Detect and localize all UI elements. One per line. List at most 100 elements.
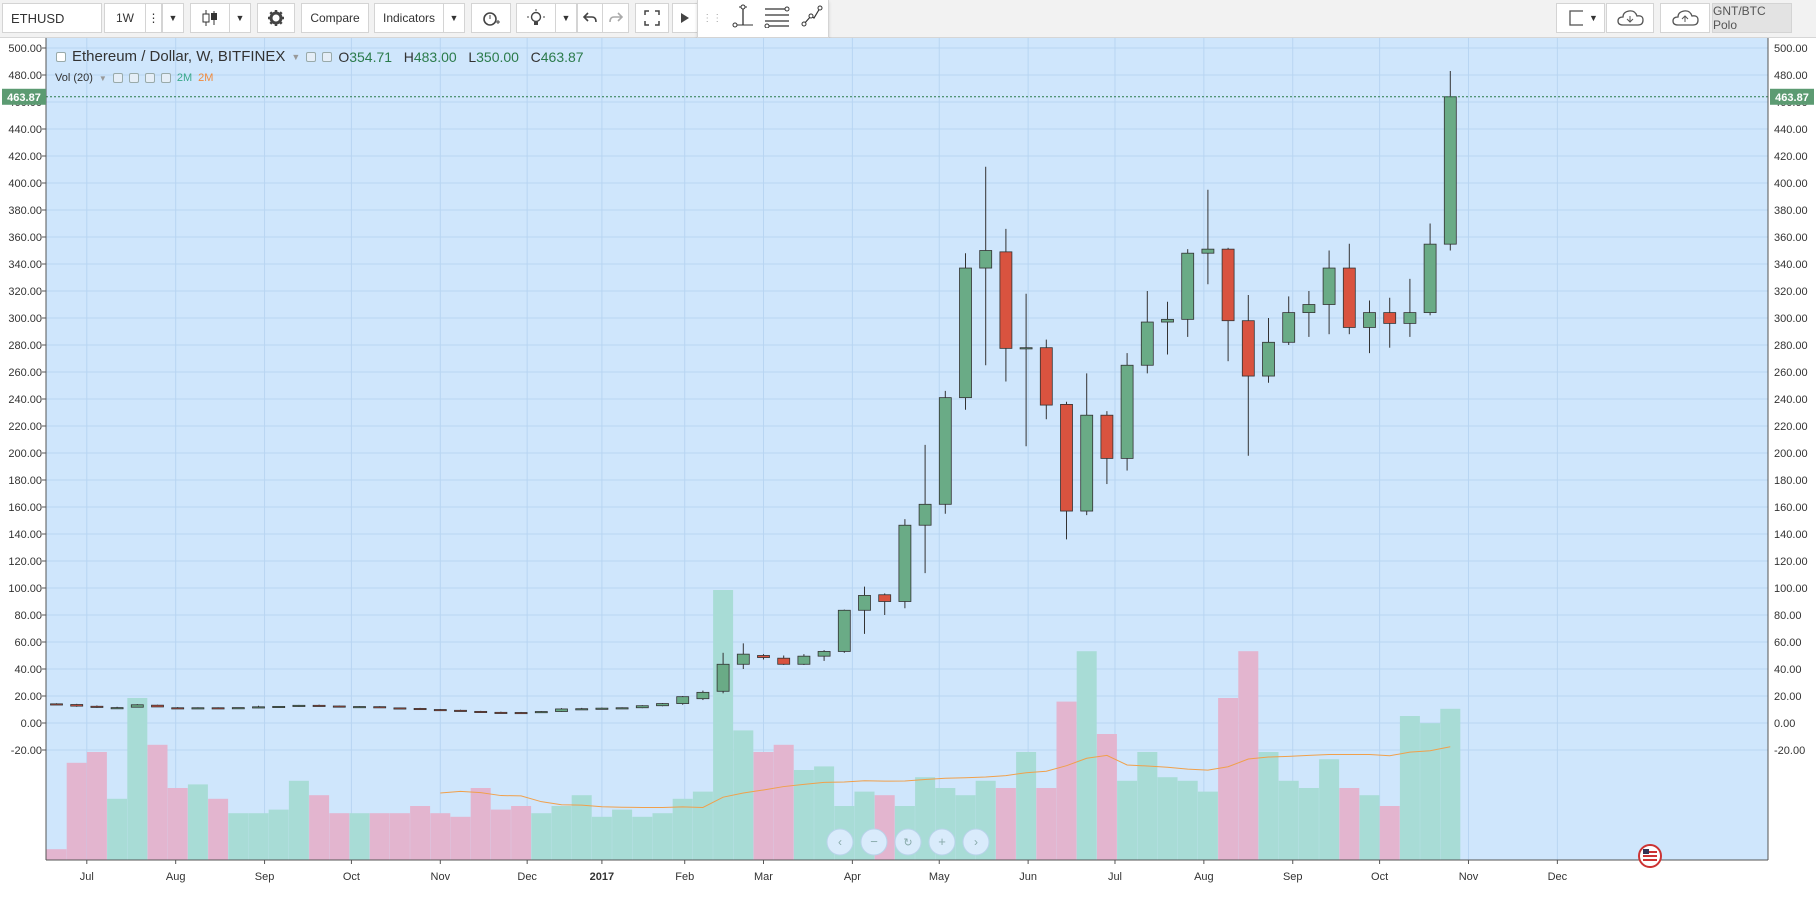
candle [1221, 247, 1235, 362]
candle [1060, 401, 1073, 540]
svg-text:+: + [938, 834, 946, 849]
volume-settings-icon[interactable] [128, 73, 139, 83]
pattern-tool-icon[interactable] [800, 4, 824, 33]
legend-eye-icon[interactable] [306, 51, 317, 62]
y-tick-label: 80.00 [1774, 610, 1802, 622]
fullscreen-icon[interactable] [635, 3, 669, 33]
replay-icon[interactable] [672, 3, 698, 33]
y-tick-label: 480.00 [8, 70, 42, 82]
us-flag-icon[interactable] [1638, 844, 1662, 868]
candle [252, 705, 265, 709]
chart-style-dropdown-arrow[interactable]: ▼ [229, 3, 251, 33]
scroll-right-button[interactable] [962, 828, 990, 856]
x-tick-label: Jul [80, 871, 94, 883]
y-tick-label: 420.00 [8, 151, 42, 163]
price-chart[interactable]: 500.00480.00460.00440.00420.00400.00380.… [0, 38, 1816, 894]
fib-tool-icon[interactable] [763, 4, 791, 33]
volume-eye-icon[interactable] [112, 73, 123, 83]
candle [312, 704, 326, 707]
layout-dropdown-arrow[interactable]: ▼ [1583, 3, 1605, 33]
x-tick-label: Nov [1459, 871, 1479, 883]
y-tick-label: 140.00 [1774, 529, 1808, 541]
redo-icon[interactable] [603, 3, 629, 33]
chart-legend: Ethereum / Dollar, W, BITFINEX ▼ O354.71… [56, 48, 584, 65]
volume-bar [1399, 716, 1420, 860]
interval-dropdown-arrow[interactable]: ▼ [162, 3, 184, 33]
scroll-left-button[interactable] [826, 828, 854, 856]
zoom-out-button[interactable] [860, 828, 888, 856]
trend-line-tool-icon[interactable] [731, 3, 755, 34]
right-price-axis: 500.00480.00460.00440.00420.00400.00380.… [1774, 43, 1808, 757]
candle [1080, 373, 1094, 516]
lightbulb-icon[interactable] [516, 3, 556, 33]
title-dropdown-icon[interactable]: ▼ [291, 51, 301, 62]
indicators-button[interactable]: Indicators [374, 3, 444, 33]
drag-handle-icon[interactable]: ⋮⋮ [702, 13, 723, 24]
y-tick-label: 400.00 [1774, 178, 1808, 190]
compare-button[interactable]: Compare [301, 3, 369, 33]
gear-icon[interactable] [257, 3, 295, 33]
left-price-tag: 463.87 [2, 88, 46, 105]
candle [454, 709, 467, 712]
y-tick-label: -20.00 [1774, 745, 1805, 757]
ideas-dropdown-arrow[interactable]: ▼ [555, 3, 577, 33]
cloud-download-icon[interactable] [1606, 3, 1654, 33]
volume-bar [1440, 708, 1461, 860]
y-tick-label: 160.00 [1774, 502, 1808, 514]
reset-button[interactable] [894, 828, 922, 856]
plot-background [46, 38, 1768, 860]
interval-button[interactable]: 1W [104, 3, 146, 33]
indicators-dropdown-arrow[interactable]: ▼ [443, 3, 465, 33]
volume-bar [410, 806, 431, 860]
candle [1161, 301, 1174, 355]
candle [716, 652, 730, 694]
candle [1100, 411, 1114, 485]
cloud-upload-icon[interactable] [1660, 3, 1710, 33]
candle [191, 707, 205, 710]
candle [474, 710, 488, 713]
volume-dropdown-icon[interactable]: ▼ [98, 73, 107, 83]
zoom-in-button[interactable] [928, 828, 956, 856]
x-tick-label: Jun [1019, 871, 1037, 883]
x-tick-label: Feb [675, 871, 694, 883]
candle [979, 166, 993, 366]
candle [1443, 70, 1457, 251]
candle [837, 609, 851, 653]
chart-area[interactable]: 500.00480.00460.00440.00420.00400.00380.… [0, 38, 1816, 899]
candle [736, 643, 750, 669]
right-symbol-button[interactable]: GNT/BTC Polo [1712, 3, 1792, 33]
candle [1120, 353, 1134, 471]
candle [110, 706, 124, 710]
volume-close-icon[interactable] [160, 73, 171, 83]
x-tick-label: Oct [1371, 871, 1388, 883]
interval-more-icon[interactable]: ⋮ [146, 3, 162, 33]
y-tick-label: 220.00 [8, 421, 42, 433]
svg-text:↻: ↻ [903, 837, 912, 849]
y-tick-label: 300.00 [8, 313, 42, 325]
volume-add-icon[interactable] [144, 73, 155, 83]
volume-bar [46, 849, 67, 860]
candle [171, 707, 185, 710]
undo-icon[interactable] [577, 3, 603, 33]
volume-bar [753, 752, 774, 860]
candle [373, 706, 387, 709]
candle [696, 690, 710, 701]
volume-bar [1218, 698, 1239, 860]
collapse-legend-icon[interactable] [56, 51, 66, 62]
volume-bar [1258, 752, 1279, 860]
y-tick-label: 240.00 [1774, 394, 1808, 406]
volume-bar [187, 784, 208, 860]
volume-bar [612, 809, 633, 860]
y-tick-label: 420.00 [1774, 151, 1808, 163]
candle [1423, 223, 1437, 316]
svg-text:‹: ‹ [838, 835, 842, 849]
candle-style-icon[interactable] [190, 3, 230, 33]
legend-settings-icon[interactable] [322, 51, 333, 62]
symbol-input[interactable]: ETHUSD [2, 3, 102, 33]
alert-clock-icon[interactable] [471, 3, 511, 33]
y-tick-label: 360.00 [1774, 232, 1808, 244]
candle [413, 707, 427, 711]
last-price-label-left: 463.87 [7, 92, 41, 104]
candle [1302, 291, 1316, 337]
y-tick-label: 340.00 [1774, 259, 1808, 271]
